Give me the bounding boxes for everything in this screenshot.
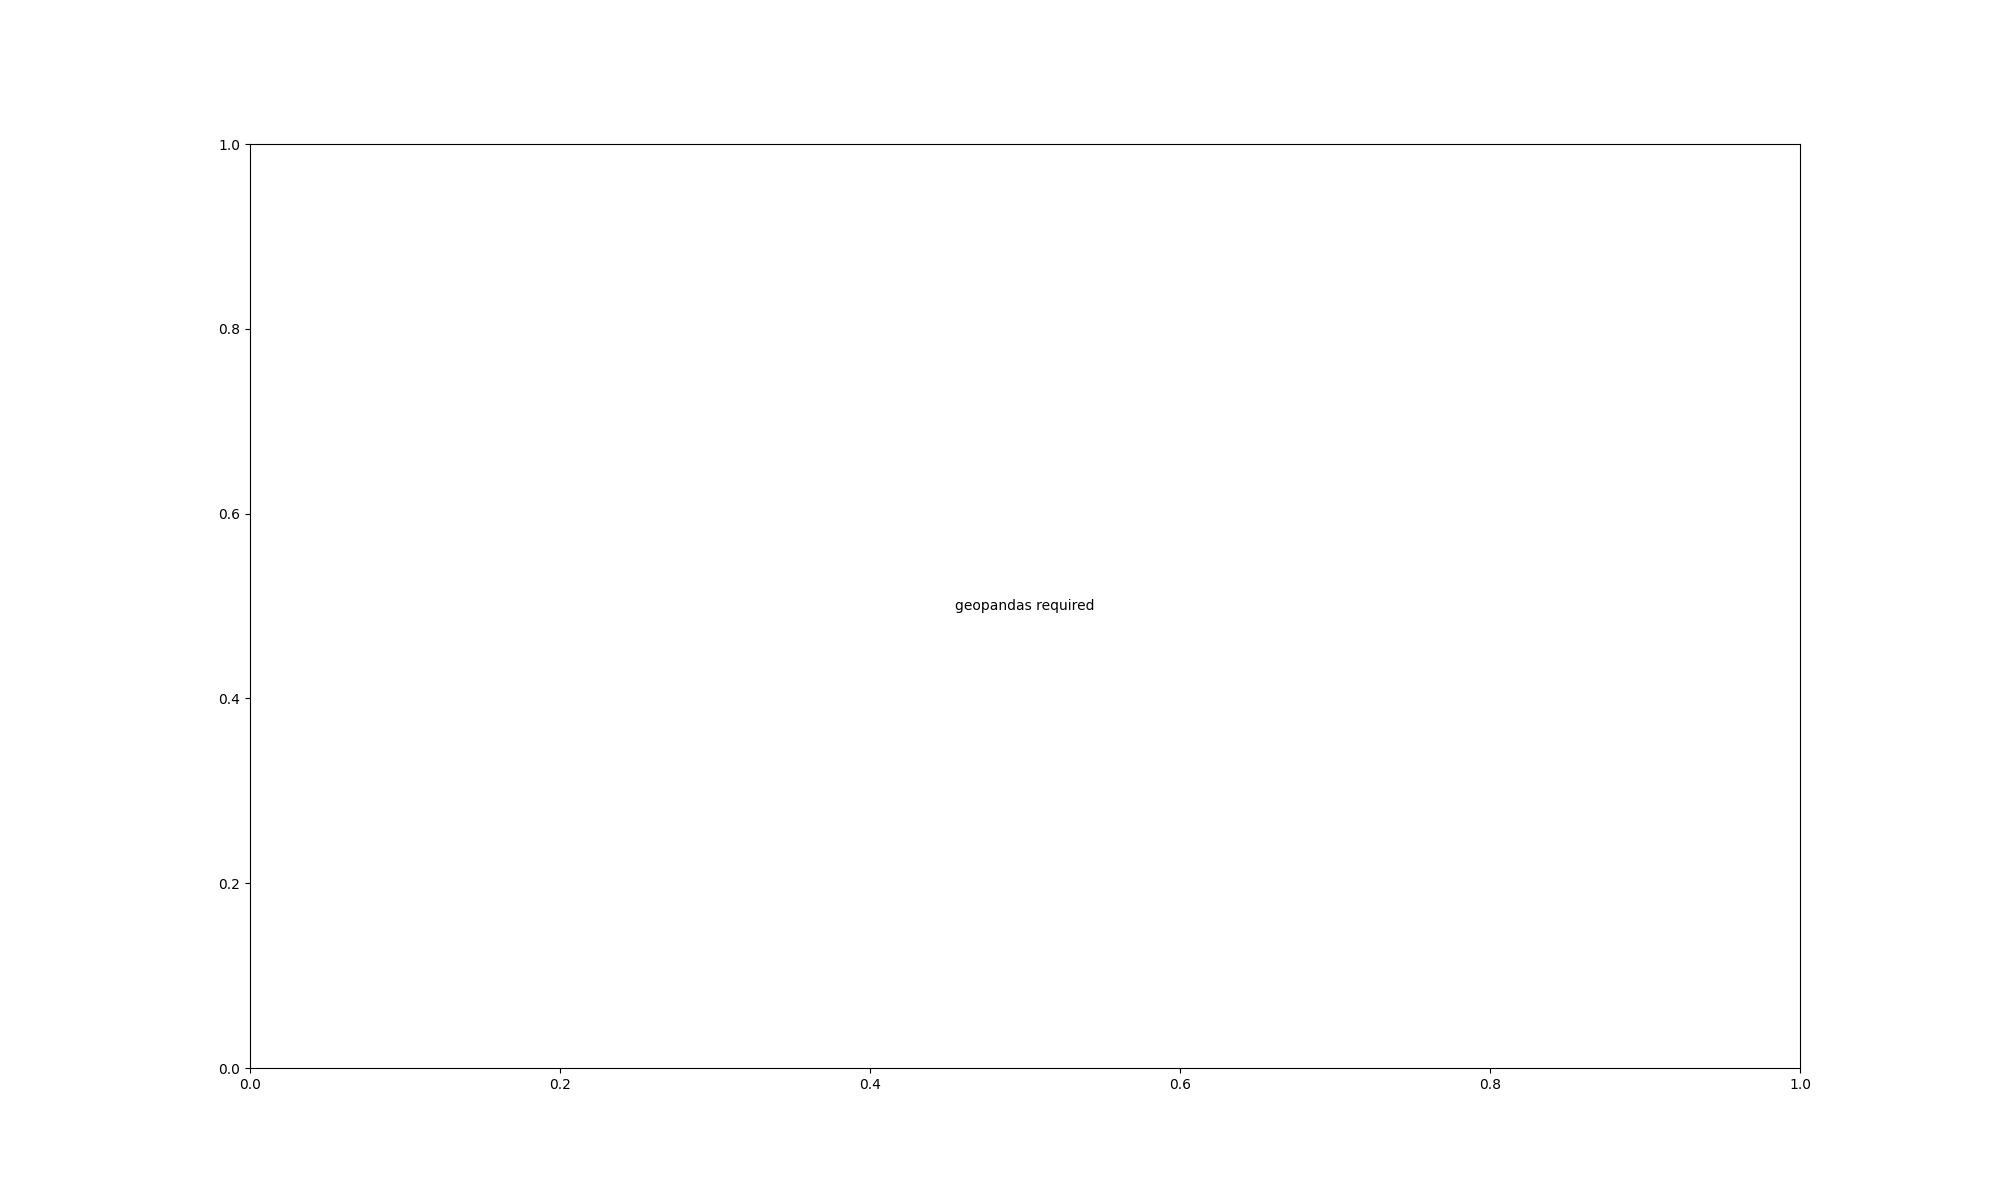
Text: geopandas required: geopandas required bbox=[956, 599, 1094, 613]
